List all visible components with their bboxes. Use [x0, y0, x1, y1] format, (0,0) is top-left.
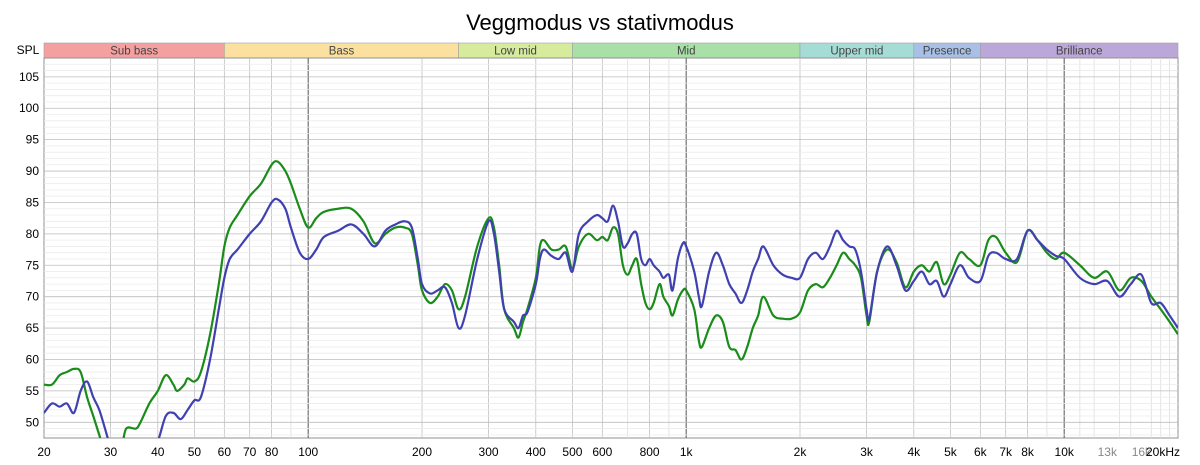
x-tick-label: 10k	[1055, 445, 1075, 459]
y-axis-label: SPL	[17, 43, 40, 57]
band-label: Brilliance	[1056, 46, 1103, 58]
x-tick-label: 300	[479, 445, 499, 459]
plot-area	[43, 57, 1179, 439]
band-label: Sub bass	[110, 46, 158, 58]
band-label: Low mid	[494, 46, 537, 58]
x-tick-label: 13k	[1098, 445, 1118, 459]
x-tick-label: 3k	[860, 445, 874, 459]
x-tick-label: 30	[104, 445, 118, 459]
y-tick-label: 50	[26, 415, 40, 429]
x-tick-label: 7k	[999, 445, 1013, 459]
x-tick-label: 400	[526, 445, 546, 459]
x-tick-label: 2k	[794, 445, 808, 459]
x-tick-label: 500	[562, 445, 582, 459]
y-tick-label: 95	[26, 133, 40, 147]
y-tick-label: 100	[19, 101, 39, 115]
x-tick-label: 100	[298, 445, 318, 459]
x-axis-ticks: 20 30 40 50 60 70 80 100 200 300 400 500 600 800 1k 2k 3…	[37, 445, 1180, 459]
frequency-bands: Sub bass Bass Low mid Mid Upper mid Presence B…	[43, 42, 1179, 59]
band-label: Mid	[677, 46, 696, 58]
x-tick-label: 800	[640, 445, 660, 459]
x-tick-label: 1k	[680, 445, 694, 459]
x-tick-label: 50	[188, 445, 202, 459]
x-tick-label: 80	[265, 445, 279, 459]
x-tick-label: 5k	[944, 445, 958, 459]
band-label: Presence	[923, 46, 972, 58]
y-axis-ticks: 50 55 60 65 70 75 80 85 90 95 100 105	[19, 70, 39, 429]
y-tick-label: 70	[26, 290, 40, 304]
x-tick-label: 200	[412, 445, 432, 459]
y-tick-label: 75	[26, 258, 40, 272]
series-lines	[44, 160, 1178, 438]
y-tick-label: 65	[26, 321, 40, 335]
chart-title: Veggmodus vs stativmodus	[466, 10, 734, 35]
x-tick-label: 20kHz	[1146, 445, 1180, 459]
x-tick-label: 8k	[1021, 445, 1035, 459]
band-label: Bass	[329, 46, 355, 58]
x-tick-label: 4k	[907, 445, 921, 459]
x-tick-label: 70	[243, 445, 257, 459]
y-tick-label: 55	[26, 384, 40, 398]
x-tick-label: 16k	[1132, 445, 1152, 459]
y-tick-label: 85	[26, 195, 40, 209]
y-tick-label: 90	[26, 164, 40, 178]
series-line-1	[44, 197, 1178, 438]
y-tick-label: 105	[19, 70, 39, 84]
x-tick-label: 600	[592, 445, 612, 459]
x-tick-label: 40	[151, 445, 165, 459]
x-tick-label: 60	[218, 445, 232, 459]
band-label: Upper mid	[830, 46, 883, 58]
y-tick-label: 80	[26, 227, 40, 241]
grid	[44, 58, 1178, 438]
y-tick-label: 60	[26, 352, 40, 366]
series-line-0	[44, 160, 1178, 438]
x-tick-label: 20	[37, 445, 51, 459]
x-tick-label: 6k	[974, 445, 988, 459]
